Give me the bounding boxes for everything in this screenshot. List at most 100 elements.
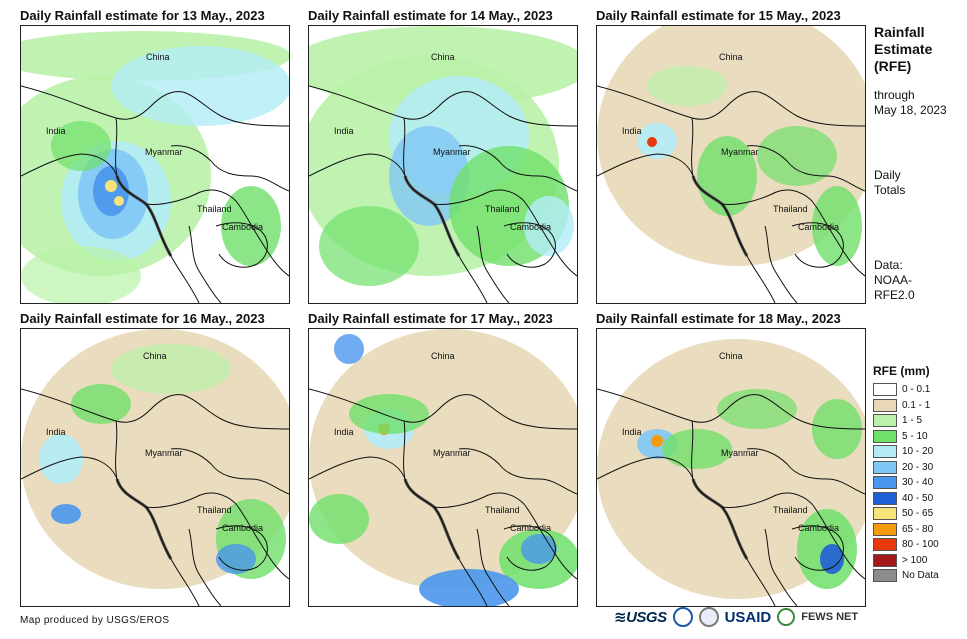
map-basemap [309, 26, 577, 303]
legend-swatch [873, 507, 897, 520]
country-border [21, 456, 118, 480]
usgs-logo: ≋USGS [614, 609, 667, 626]
legend-label: 80 - 100 [902, 539, 939, 550]
panel-title-14-may: Daily Rainfall estimate for 14 May., 202… [308, 8, 553, 23]
rainfall-area [524, 196, 574, 256]
legend-item: 20 - 30 [873, 460, 933, 475]
country-border [721, 189, 865, 277]
country-border [188, 225, 222, 303]
rainfall-area [71, 384, 131, 424]
label-china: China [143, 351, 167, 361]
legend-swatch [873, 522, 897, 536]
legend-swatch [873, 398, 897, 412]
country-border [215, 222, 268, 268]
label-myanmar: Myanmar [433, 147, 471, 157]
label-cambodia: Cambodia [510, 222, 552, 232]
label-cambodia: Cambodia [798, 222, 840, 232]
legend-swatch [873, 553, 897, 567]
country-border [309, 388, 577, 430]
country-border [21, 153, 118, 177]
country-border [503, 222, 556, 268]
legend-label: 5 - 10 [902, 430, 928, 442]
sidebar-daily-totals: Daily Totals [874, 168, 906, 197]
country-border [458, 145, 577, 192]
map-basemap [21, 329, 289, 606]
label-myanmar: Myanmar [721, 147, 759, 157]
legend-label: 65 - 80 [902, 523, 934, 535]
fews-net-logo: FEWS NET [801, 611, 859, 623]
rainfall-area [111, 46, 289, 126]
label-china: China [719, 52, 743, 62]
rainfall-map-13-may: China India Myanmar Thailand Cambodia [20, 25, 290, 304]
label-india: India [622, 126, 642, 136]
map-credit: Map produced by USGS/EROS [20, 615, 170, 626]
legend-label: 10 - 20 [902, 446, 934, 457]
usaid-logo: USAID [724, 608, 772, 626]
panel-title-13-may: Daily Rainfall estimate for 13 May., 202… [20, 8, 265, 23]
country-border [597, 85, 865, 127]
legend-item: 80 - 100 [873, 537, 939, 552]
logo-strip: ≋USGS USAID FEWS NET [614, 607, 858, 627]
country-border [215, 525, 268, 571]
country-border [21, 388, 289, 430]
label-cambodia: Cambodia [222, 222, 264, 232]
map-basemap [21, 31, 289, 303]
label-myanmar: Myanmar [721, 448, 759, 458]
rainfall-map-17-may: China India Myanmar Thailand Cambodia [308, 328, 578, 607]
legend-item: > 100 [873, 553, 927, 568]
country-border [21, 85, 289, 127]
label-cambodia: Cambodia [222, 523, 264, 533]
rainfall-area [717, 389, 797, 429]
legend-item: 50 - 65 [873, 506, 933, 521]
country-border [764, 225, 798, 303]
legend-label: 50 - 65 [902, 508, 934, 519]
label-thailand: Thailand [485, 505, 520, 515]
rainfall-area [419, 569, 519, 606]
legend-item: 40 - 50 [873, 491, 933, 506]
sidebar-heading: Rainfall Estimate (RFE) [874, 24, 933, 74]
rainfall-area [105, 180, 117, 192]
rainfall-area [51, 121, 111, 171]
rainfall-area [39, 434, 83, 484]
country-border [791, 222, 844, 268]
country-border [309, 456, 406, 480]
country-border [433, 492, 577, 580]
label-india: India [622, 427, 642, 437]
legend-item: 65 - 80 [873, 522, 933, 537]
rainfall-area [820, 544, 844, 574]
map-basemap [597, 339, 865, 606]
country-border [503, 525, 556, 571]
country-border [309, 153, 406, 177]
country-border [476, 528, 510, 606]
label-china: China [719, 351, 743, 361]
rainfall-area [637, 123, 677, 159]
noaa-seal-icon [672, 607, 693, 627]
legend-label: 1 - 5 [902, 415, 923, 426]
rainfall-area [757, 126, 837, 186]
rainfall-area [647, 137, 657, 147]
label-thailand: Thailand [485, 204, 520, 214]
label-india: India [334, 427, 354, 437]
country-border [309, 85, 577, 127]
country-border [145, 189, 289, 277]
legend-swatch [873, 445, 897, 458]
rainfall-area [521, 534, 557, 564]
usaid-seal-icon [698, 607, 719, 627]
label-myanmar: Myanmar [145, 147, 183, 157]
rainfall-area [812, 399, 862, 459]
legend-swatch [873, 538, 897, 551]
rainfall-area [111, 344, 231, 394]
label-myanmar: Myanmar [145, 448, 183, 458]
country-border [476, 225, 510, 303]
legend-item: No Data [873, 568, 939, 583]
rainfall-area [309, 329, 577, 589]
label-cambodia: Cambodia [798, 523, 840, 533]
legend-label: No Data [902, 570, 939, 581]
label-china: China [146, 52, 170, 62]
country-border [145, 492, 289, 580]
label-china: China [431, 52, 455, 62]
country-border [597, 388, 865, 430]
legend-label: 40 - 50 [902, 492, 934, 504]
map-basemap [309, 329, 577, 606]
rainfall-area [319, 206, 419, 286]
